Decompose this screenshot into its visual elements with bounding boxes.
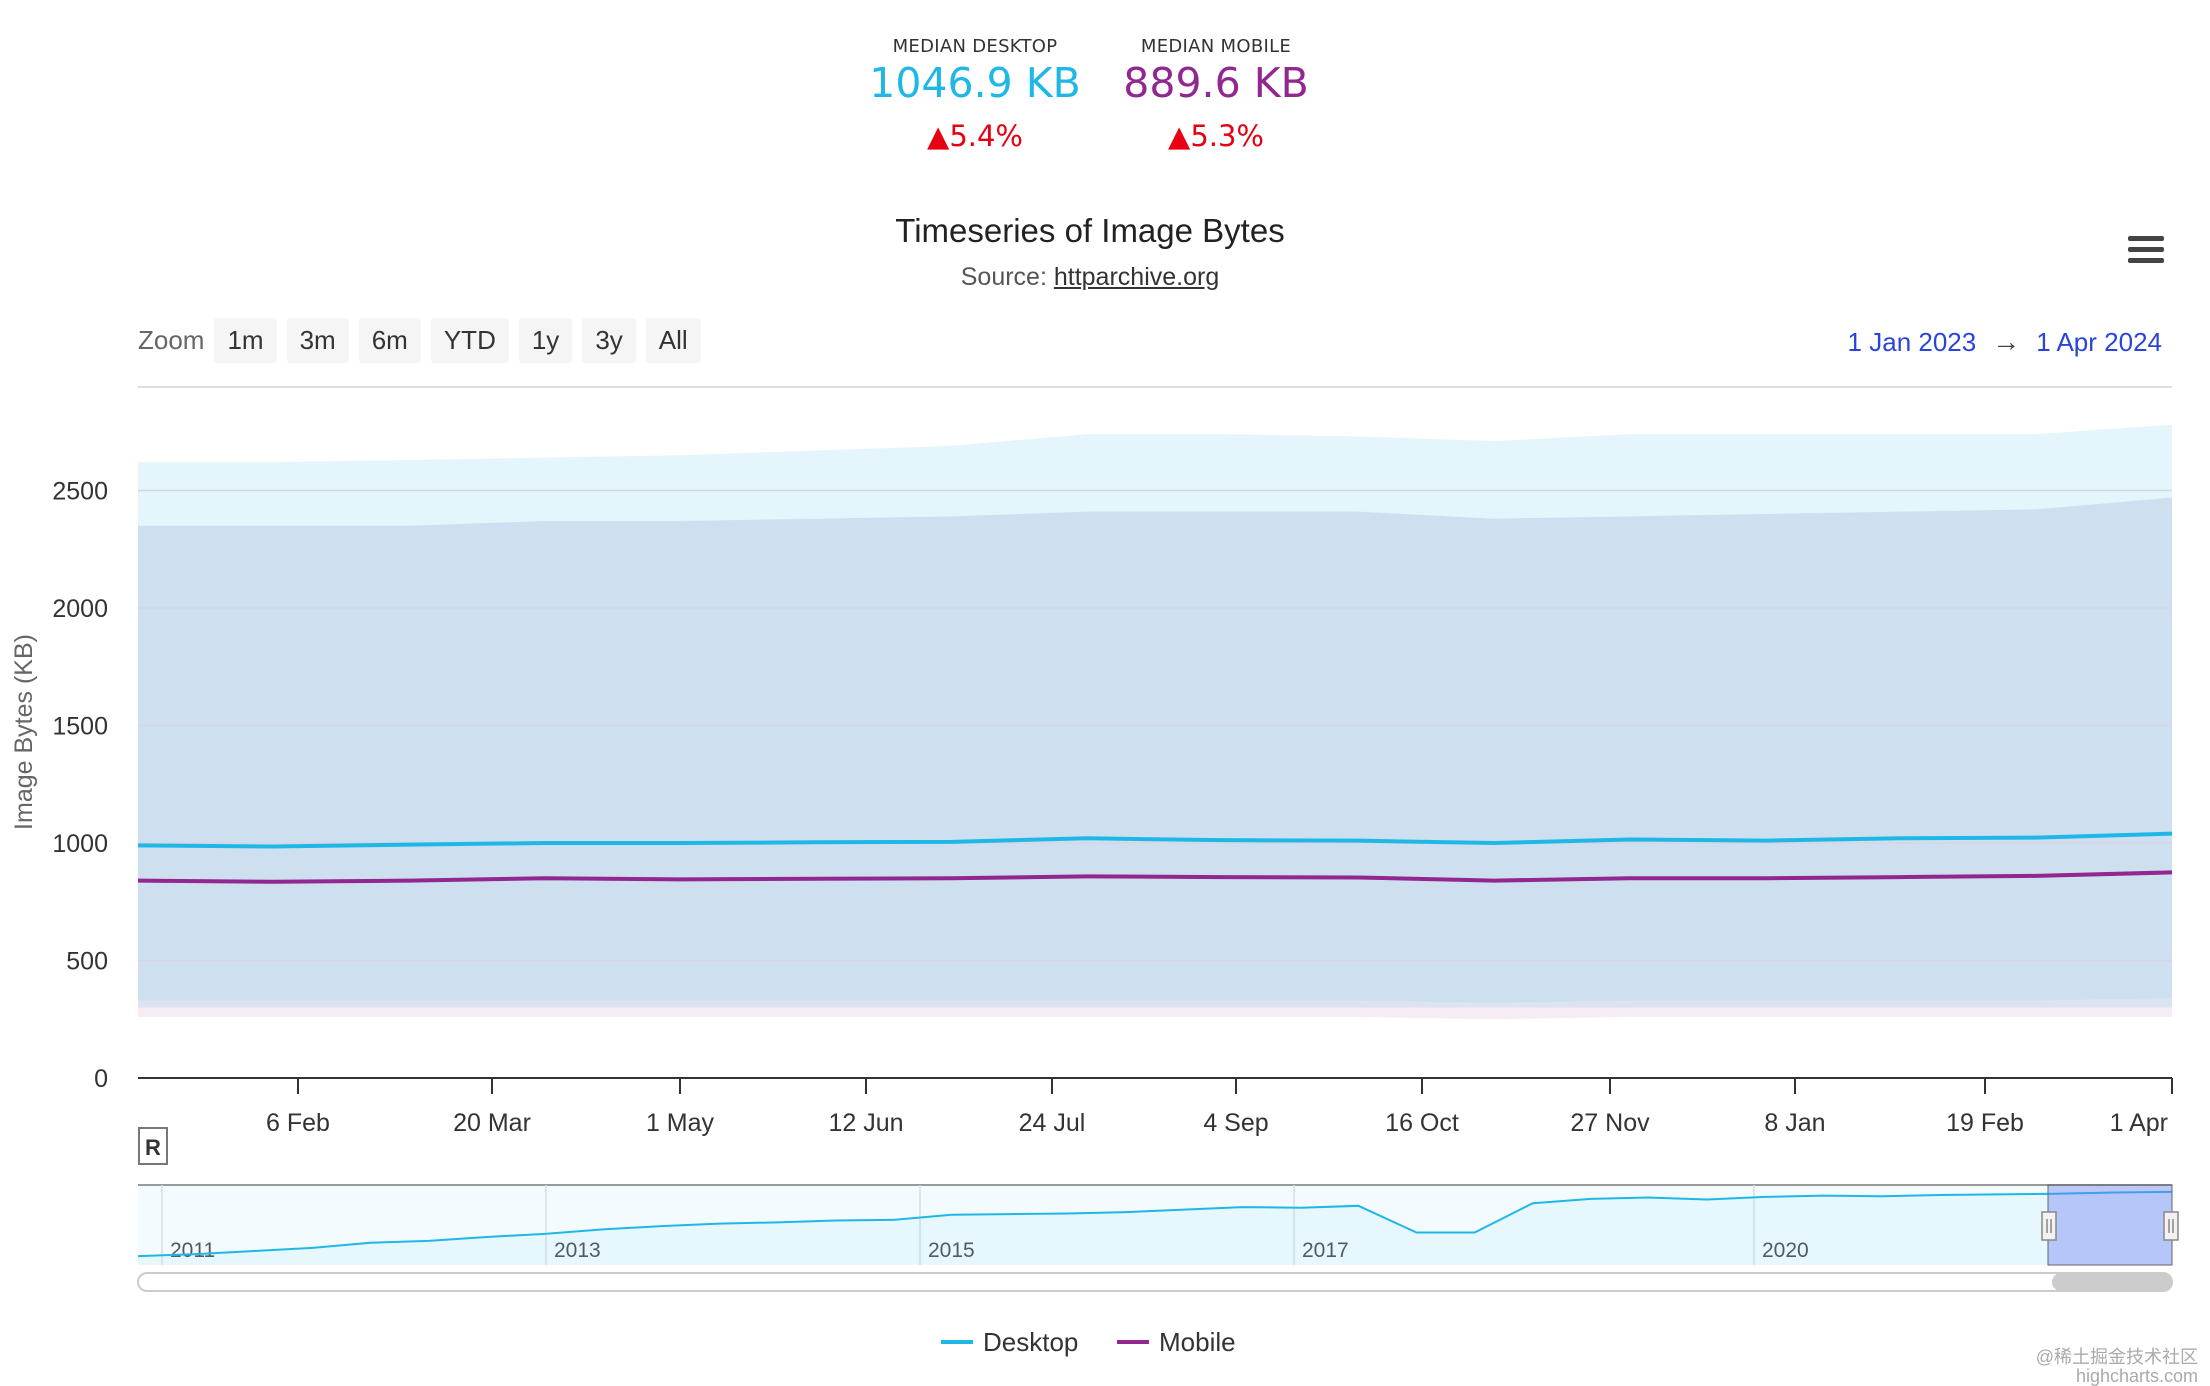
navigator-line <box>137 1190 2173 1258</box>
zoom-label: Zoom <box>138 325 205 355</box>
kpi-median-desktop: MEDIAN DESKTOP 1046.9 KB ▲5.4% <box>845 36 1105 153</box>
y-tick-label: 1000 <box>52 830 108 858</box>
source-prefix: Source: <box>960 263 1054 291</box>
desktop-inner-band <box>138 497 2172 1003</box>
kpi-desktop-value: 1046.9 KB <box>869 59 1081 107</box>
navigator-year-label: 2017 <box>1302 1239 1349 1262</box>
date-range-inputs: 1 Jan 2023 → 1 Apr 2024 <box>1848 326 2162 358</box>
x-tick-label: 8 Jan <box>1764 1109 1825 1137</box>
range-from-input[interactable]: 1 Jan 2023 <box>1847 326 1977 357</box>
hamburger-menu-icon[interactable] <box>2128 236 2164 266</box>
kpi-mobile-label: MEDIAN MOBILE <box>1140 36 1292 57</box>
mobile-outer-band <box>138 497 2172 1020</box>
watermark-line1: @稀土掘金技术社区 <box>2035 1347 2198 1367</box>
zoom-controls: Zoom 1m 3m 6m YTD 1y 3y All <box>138 318 711 363</box>
navigator-series <box>137 1190 2173 1265</box>
x-tick-label: 19 Feb <box>1946 1109 2024 1137</box>
x-axis: 6 Feb 20 Mar 1 May 12 Jun 24 Jul 4 Sep 16 Oct 2… <box>266 1078 2173 1137</box>
chart-title: Timeseries of Image Bytes <box>895 212 1285 249</box>
y-axis: 0 500 1000 1500 2000 2500 <box>52 478 108 1094</box>
chart-subtitle: Source: httparchive.org <box>0 263 2180 292</box>
x-tick-label: 4 Sep <box>1203 1109 1268 1137</box>
kpi-header: MEDIAN DESKTOP 1046.9 KB ▲5.4% MEDIAN MO… <box>0 0 2210 200</box>
kpi-desktop-label: MEDIAN DESKTOP <box>892 36 1058 57</box>
grid-lines <box>138 489 2172 962</box>
navigator[interactable]: 2011 2013 2015 2017 2020 <box>137 1184 2179 1266</box>
x-tick-label: 12 Jun <box>828 1109 903 1137</box>
y-tick-label: 2000 <box>52 595 108 623</box>
zoom-button-all[interactable]: All <box>645 318 701 363</box>
kpi-desktop-change: ▲5.4% <box>845 119 1105 153</box>
kpi-mobile-change-value: 5.3% <box>1190 119 1264 153</box>
reset-zoom-label: R <box>145 1135 161 1160</box>
navigator-year-label: 2013 <box>554 1239 601 1262</box>
mobile-series-line <box>137 870 2173 884</box>
x-tick-label: 20 Mar <box>453 1109 531 1137</box>
zoom-button-3y[interactable]: 3y <box>582 318 636 363</box>
navigator-area <box>138 1191 2172 1265</box>
range-arrow-icon: → <box>1992 326 2021 357</box>
kpi-mobile-value: 889.6 KB <box>1123 59 1309 107</box>
y-axis-title: Image Bytes (KB) <box>10 634 38 830</box>
zoom-button-6m[interactable]: 6m <box>358 318 421 363</box>
navigator-year-grid: 2011 2013 2015 2017 2020 <box>161 1185 1809 1265</box>
watermark: @稀土掘金技术社区 highcharts.com <box>2036 1348 2198 1386</box>
x-tick-label: 1 May <box>646 1109 715 1137</box>
x-tick-label: 24 Jul <box>1019 1109 1086 1137</box>
navigator-scrollbar[interactable] <box>137 1272 2173 1292</box>
y-tick-label: 2500 <box>52 478 108 506</box>
reset-zoom-button[interactable]: R <box>138 1127 168 1165</box>
watermark-line2: highcharts.com <box>2075 1366 2198 1386</box>
scrollbar-thumb <box>2052 1273 2172 1291</box>
legend-desktop-label: Desktop <box>983 1327 1078 1357</box>
zoom-button-1y[interactable]: 1y <box>518 318 573 363</box>
x-tick-label: 27 Nov <box>1570 1109 1650 1137</box>
navigator-background <box>138 1185 2172 1265</box>
navigator-right-handle-icon <box>2163 1211 2179 1241</box>
x-tick-label: 6 Feb <box>266 1109 330 1137</box>
x-tick-label: 1 Apr <box>2110 1109 2168 1137</box>
navigator-year-label: 2011 <box>170 1239 215 1262</box>
zoom-button-3m[interactable]: 3m <box>286 318 349 363</box>
y-tick-label: 0 <box>94 1065 108 1093</box>
kpi-mobile-change: ▲5.3% <box>1086 119 1346 153</box>
source-link[interactable]: httparchive.org <box>1053 263 1220 291</box>
kpi-desktop-change-value: 5.4% <box>949 119 1023 153</box>
up-triangle-icon: ▲ <box>1168 119 1191 153</box>
kpi-median-mobile: MEDIAN MOBILE 889.6 KB ▲5.3% <box>1086 36 1346 153</box>
navigator-year-label: 2020 <box>1762 1239 1809 1262</box>
series-lines <box>137 831 2173 884</box>
legend: Desktop Mobile <box>941 1327 1236 1357</box>
percentile-bands <box>138 424 2172 1020</box>
desktop-outer-band <box>138 424 2172 1008</box>
legend-mobile-label: Mobile <box>1159 1327 1236 1357</box>
up-triangle-icon: ▲ <box>927 119 950 153</box>
y-tick-label: 1500 <box>52 713 108 741</box>
zoom-button-1m[interactable]: 1m <box>214 318 277 363</box>
legend-item-mobile[interactable]: Mobile <box>1117 1327 1236 1357</box>
x-tick-label: 16 Oct <box>1385 1109 1459 1137</box>
desktop-series-line <box>137 831 2173 849</box>
range-to-input[interactable]: 1 Apr 2024 <box>2036 326 2162 357</box>
zoom-button-ytd[interactable]: YTD <box>430 318 509 363</box>
navigator-left-handle-icon <box>2041 1211 2057 1241</box>
navigator-year-label: 2015 <box>928 1239 975 1262</box>
y-tick-label: 500 <box>66 948 108 976</box>
legend-item-desktop[interactable]: Desktop <box>941 1327 1078 1357</box>
navigator-selection <box>2047 1184 2173 1266</box>
